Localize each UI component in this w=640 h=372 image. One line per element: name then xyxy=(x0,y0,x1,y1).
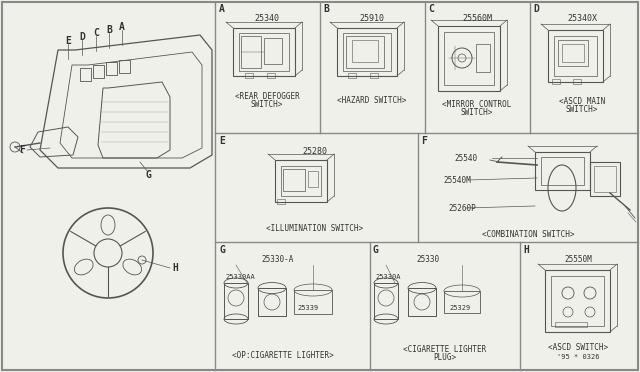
Bar xyxy=(438,26,500,91)
Bar xyxy=(277,199,285,204)
Bar xyxy=(224,283,248,319)
Bar xyxy=(241,36,261,68)
Text: <ILLUMINATION SWITCH>: <ILLUMINATION SWITCH> xyxy=(266,224,364,232)
Text: 25540: 25540 xyxy=(454,154,477,163)
Text: 25330-A: 25330-A xyxy=(262,256,294,264)
Text: <CIGARETTE LIGHTER: <CIGARETTE LIGHTER xyxy=(403,346,486,355)
Text: G: G xyxy=(145,170,151,180)
Text: <MIRROR CONTROL: <MIRROR CONTROL xyxy=(442,99,512,109)
Bar xyxy=(245,73,253,78)
Text: 25329: 25329 xyxy=(449,305,470,311)
Text: <ASCD SWITCH>: <ASCD SWITCH> xyxy=(548,343,608,353)
Text: 25330AA: 25330AA xyxy=(225,274,255,280)
Bar xyxy=(444,32,494,85)
Bar xyxy=(562,44,584,62)
Text: C: C xyxy=(428,4,434,14)
Text: 25339: 25339 xyxy=(298,305,319,311)
Text: F: F xyxy=(19,145,25,155)
Bar xyxy=(283,169,305,191)
Text: 25540M: 25540M xyxy=(443,176,471,185)
Text: G: G xyxy=(373,245,379,255)
Bar xyxy=(308,171,318,187)
Text: A: A xyxy=(219,4,225,14)
Bar xyxy=(551,276,604,326)
Text: <HAZARD SWITCH>: <HAZARD SWITCH> xyxy=(337,96,406,105)
Text: SWITCH>: SWITCH> xyxy=(566,105,598,113)
Bar xyxy=(93,65,104,78)
Text: D: D xyxy=(79,32,85,42)
Text: C: C xyxy=(93,28,99,38)
Text: 25280: 25280 xyxy=(303,147,328,155)
Bar xyxy=(275,160,327,202)
Bar xyxy=(267,73,275,78)
Bar xyxy=(343,33,391,71)
Bar xyxy=(106,62,117,75)
Text: <OP:CIGARETTE LIGHTER>: <OP:CIGARETTE LIGHTER> xyxy=(232,350,334,359)
Bar xyxy=(119,60,130,73)
Text: 25550M: 25550M xyxy=(564,256,592,264)
Bar xyxy=(541,157,584,185)
Bar xyxy=(337,28,397,76)
Text: 25910: 25910 xyxy=(360,13,385,22)
Bar xyxy=(552,79,560,84)
Bar xyxy=(408,288,436,316)
Text: 25340X: 25340X xyxy=(567,13,597,22)
Bar xyxy=(281,166,321,196)
Bar xyxy=(352,40,378,62)
Text: G: G xyxy=(219,245,225,255)
Bar xyxy=(80,68,91,81)
Text: SWITCH>: SWITCH> xyxy=(461,108,493,116)
Text: SWITCH>: SWITCH> xyxy=(251,99,283,109)
Text: F: F xyxy=(421,136,427,146)
Bar xyxy=(555,322,587,327)
Bar xyxy=(545,270,610,332)
Bar xyxy=(590,162,620,196)
Text: '95 * 0326: '95 * 0326 xyxy=(557,354,599,360)
Bar xyxy=(444,291,480,313)
Text: <ASCD MAIN: <ASCD MAIN xyxy=(559,96,605,106)
Text: 25330: 25330 xyxy=(417,256,440,264)
Text: 25260P: 25260P xyxy=(448,203,476,212)
Text: E: E xyxy=(219,136,225,146)
Bar xyxy=(374,283,398,319)
Text: D: D xyxy=(533,4,539,14)
Bar xyxy=(239,33,289,71)
Text: H: H xyxy=(172,263,178,273)
Text: 25330A: 25330A xyxy=(375,274,401,280)
Text: 25560M: 25560M xyxy=(462,13,492,22)
Bar xyxy=(535,152,590,190)
Bar xyxy=(554,36,597,76)
Bar xyxy=(594,166,616,192)
Bar xyxy=(573,79,581,84)
Bar xyxy=(233,28,295,76)
Bar xyxy=(476,44,490,72)
Bar xyxy=(370,73,378,78)
Text: H: H xyxy=(523,245,529,255)
Text: 25340: 25340 xyxy=(255,13,280,22)
Text: PLUG>: PLUG> xyxy=(433,353,456,362)
Text: <COMBINATION SWITCH>: <COMBINATION SWITCH> xyxy=(482,230,574,238)
Text: B: B xyxy=(106,25,112,35)
Text: E: E xyxy=(65,36,71,46)
Bar xyxy=(264,38,282,64)
Bar xyxy=(348,73,356,78)
Bar xyxy=(548,30,603,82)
Text: B: B xyxy=(323,4,329,14)
Text: <REAR DEFOGGER: <REAR DEFOGGER xyxy=(235,92,300,100)
Text: A: A xyxy=(119,22,125,32)
Bar xyxy=(558,40,588,66)
Bar xyxy=(258,288,286,316)
Bar xyxy=(346,36,384,68)
Bar xyxy=(294,290,332,314)
